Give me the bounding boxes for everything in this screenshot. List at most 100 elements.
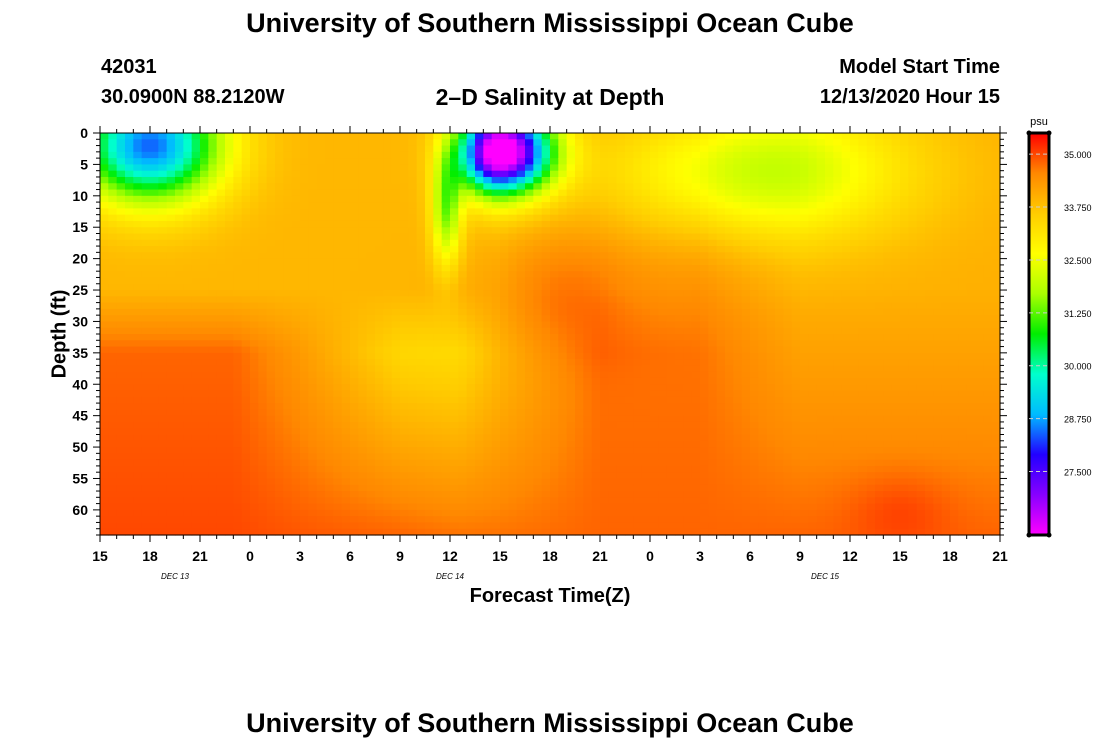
heatmap-cell xyxy=(600,440,609,448)
heatmap-cell xyxy=(383,491,393,498)
heatmap-cell xyxy=(383,478,393,486)
heatmap-cell xyxy=(500,271,509,279)
heatmap-cell xyxy=(191,246,201,253)
heatmap-cell xyxy=(608,252,618,260)
heatmap-cell xyxy=(533,315,543,323)
heatmap-cell xyxy=(525,478,534,486)
heatmap-cell xyxy=(575,264,584,272)
heatmap-cell xyxy=(200,202,209,209)
heatmap-cell xyxy=(508,315,518,323)
heatmap-cell xyxy=(191,484,201,492)
heatmap-cell xyxy=(400,390,409,398)
heatmap-cell xyxy=(100,296,109,304)
heatmap-cell xyxy=(458,239,468,247)
heatmap-cell xyxy=(716,239,726,247)
heatmap-cell xyxy=(191,302,201,310)
heatmap-cell xyxy=(391,478,401,486)
heatmap-cell xyxy=(558,151,568,159)
heatmap-cell xyxy=(116,459,126,467)
heatmap-cell xyxy=(225,202,234,209)
heatmap-cell xyxy=(575,409,584,417)
heatmap-cell xyxy=(108,321,118,329)
heatmap-cell xyxy=(575,327,584,335)
heatmap-cell xyxy=(191,170,201,178)
heatmap-cell xyxy=(450,214,459,222)
heatmap-cell xyxy=(608,296,618,304)
heatmap-cell xyxy=(208,133,218,140)
heatmap-cell xyxy=(508,484,518,492)
heatmap-cell xyxy=(250,170,259,178)
heatmap-cell xyxy=(483,440,493,448)
heatmap-cell xyxy=(741,183,751,191)
heatmap-cell xyxy=(325,434,334,442)
heatmap-cell xyxy=(125,327,134,335)
heatmap-cell xyxy=(475,246,484,253)
heatmap-cell xyxy=(225,258,234,266)
heatmap-cell xyxy=(675,252,684,260)
heatmap-cell xyxy=(700,202,709,209)
heatmap-cell xyxy=(216,497,226,505)
heatmap-cell xyxy=(116,340,126,348)
heatmap-cell xyxy=(666,377,676,385)
heatmap-cell xyxy=(308,421,318,429)
heatmap-cell xyxy=(616,459,626,467)
heatmap-cell xyxy=(375,195,384,203)
heatmap-cell xyxy=(525,359,534,367)
station-id: 42031 xyxy=(101,56,157,78)
heatmap-cell xyxy=(283,302,293,310)
heatmap-cell xyxy=(133,503,143,511)
heatmap-cell xyxy=(125,334,134,341)
heatmap-cell xyxy=(433,264,443,272)
heatmap-cell xyxy=(650,528,659,536)
heatmap-cell xyxy=(208,214,218,222)
heatmap-cell xyxy=(308,346,318,354)
heatmap-cell xyxy=(550,447,559,454)
heatmap-cell xyxy=(325,396,334,404)
heatmap-cell xyxy=(425,465,434,473)
heatmap-cell xyxy=(433,472,443,480)
heatmap-cell xyxy=(450,227,459,235)
heatmap-cell xyxy=(116,258,126,266)
heatmap-cell xyxy=(675,497,684,505)
heatmap-cell xyxy=(433,283,443,291)
heatmap-cell xyxy=(533,409,543,417)
heatmap-cell xyxy=(741,271,751,279)
heatmap-cell xyxy=(258,465,268,473)
heatmap-cell xyxy=(216,421,226,429)
heatmap-cell xyxy=(500,459,509,467)
heatmap-cell xyxy=(583,421,593,429)
heatmap-cell xyxy=(408,359,418,367)
heatmap-cell xyxy=(216,390,226,398)
heatmap-cell xyxy=(500,252,509,260)
heatmap-cell xyxy=(641,170,651,178)
heatmap-cell xyxy=(491,447,501,454)
heatmap-cell xyxy=(533,164,543,172)
heatmap-cell xyxy=(408,377,418,385)
heatmap-cell xyxy=(458,390,468,398)
heatmap-cell xyxy=(583,503,593,511)
heatmap-cell xyxy=(500,220,509,228)
heatmap-cell xyxy=(325,133,334,140)
heatmap-cell xyxy=(333,264,343,272)
heatmap-cell xyxy=(316,522,326,530)
heatmap-cell xyxy=(125,421,134,429)
heatmap-cell xyxy=(475,403,484,410)
heatmap-cell xyxy=(175,409,184,417)
heatmap-cell xyxy=(216,252,226,260)
heatmap-cell xyxy=(166,352,176,360)
heatmap-cell xyxy=(725,296,734,304)
heatmap-cell xyxy=(183,491,193,498)
heatmap-cell xyxy=(566,277,576,285)
heatmap-cell xyxy=(575,491,584,498)
heatmap-cell xyxy=(675,371,684,379)
heatmap-cell xyxy=(533,283,543,291)
heatmap-cell xyxy=(416,214,426,222)
heatmap-cell xyxy=(375,359,384,367)
heatmap-cell xyxy=(158,151,168,159)
heatmap-cell xyxy=(466,271,476,279)
heatmap-cell xyxy=(225,264,234,272)
heatmap-cell xyxy=(550,440,559,448)
heatmap-cell xyxy=(450,327,459,335)
heatmap-cell xyxy=(716,459,726,467)
heatmap-cell xyxy=(675,145,684,153)
